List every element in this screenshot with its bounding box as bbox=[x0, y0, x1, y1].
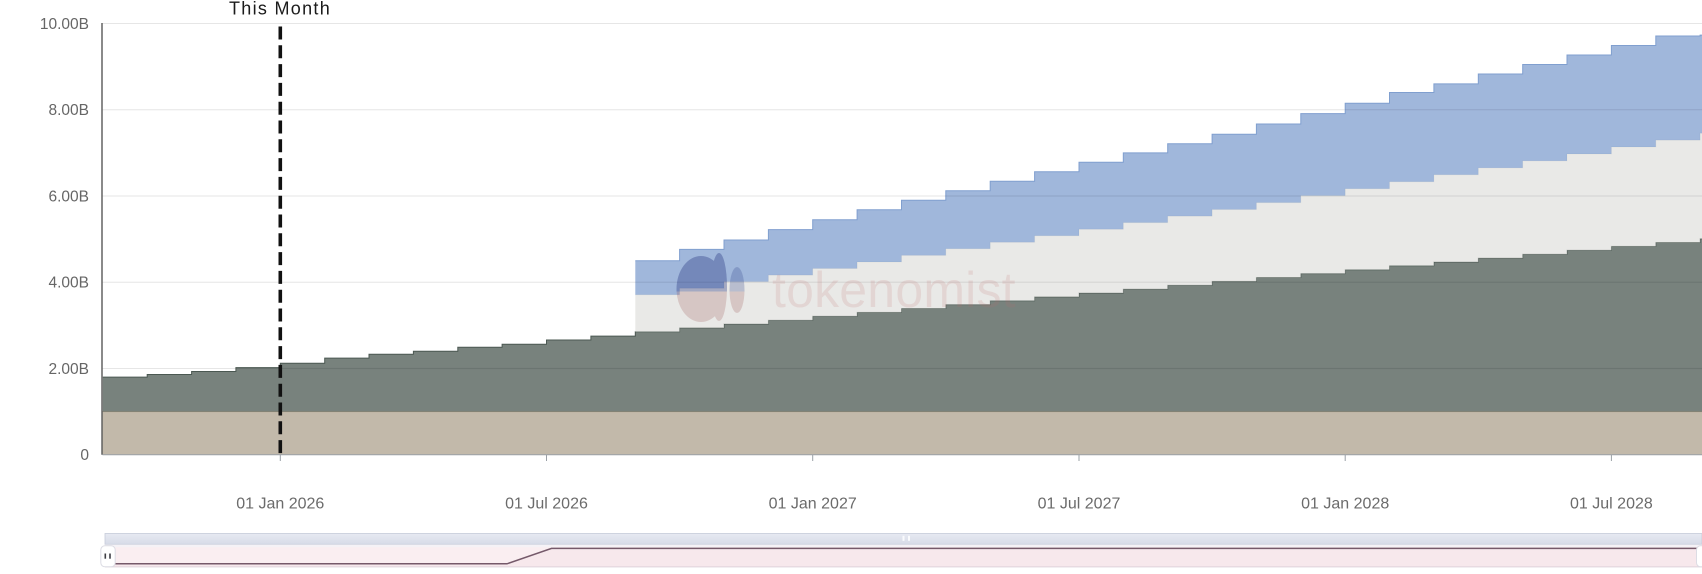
svg-text:tokenomist: tokenomist bbox=[772, 262, 1016, 318]
svg-text:0: 0 bbox=[80, 447, 89, 464]
svg-text:8.00B: 8.00B bbox=[48, 102, 89, 119]
svg-text:01 Jul 2026: 01 Jul 2026 bbox=[505, 496, 588, 513]
svg-text:01 Jan 2026: 01 Jan 2026 bbox=[236, 496, 324, 513]
svg-text:01 Jul 2027: 01 Jul 2027 bbox=[1038, 496, 1121, 513]
svg-text:01 Jan 2027: 01 Jan 2027 bbox=[769, 496, 857, 513]
svg-text:2.00B: 2.00B bbox=[48, 361, 89, 378]
svg-text:01 Jul 2028: 01 Jul 2028 bbox=[1570, 496, 1653, 513]
svg-text:01 Jan 2028: 01 Jan 2028 bbox=[1301, 496, 1389, 513]
svg-text:6.00B: 6.00B bbox=[48, 188, 89, 205]
svg-text:4.00B: 4.00B bbox=[48, 275, 89, 292]
svg-text:10.00B: 10.00B bbox=[40, 16, 89, 33]
svg-text:This Month: This Month bbox=[229, 0, 331, 19]
